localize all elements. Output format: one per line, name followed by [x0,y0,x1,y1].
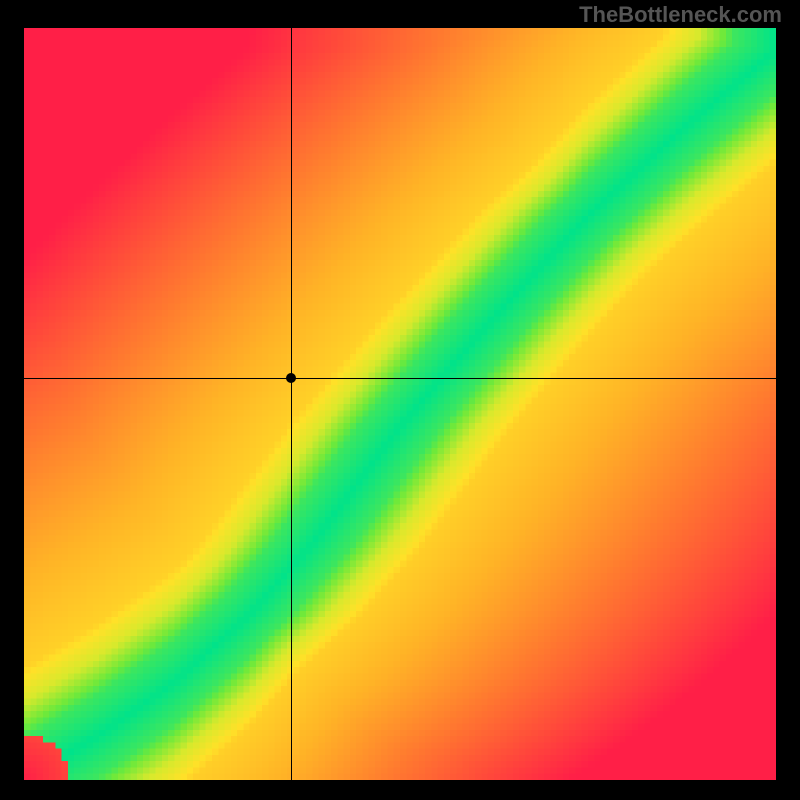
crosshair-horizontal [24,378,776,379]
crosshair-vertical [291,28,292,780]
bottleneck-heatmap [24,28,776,780]
crosshair-marker [286,373,296,383]
watermark-text: TheBottleneck.com [579,2,782,28]
